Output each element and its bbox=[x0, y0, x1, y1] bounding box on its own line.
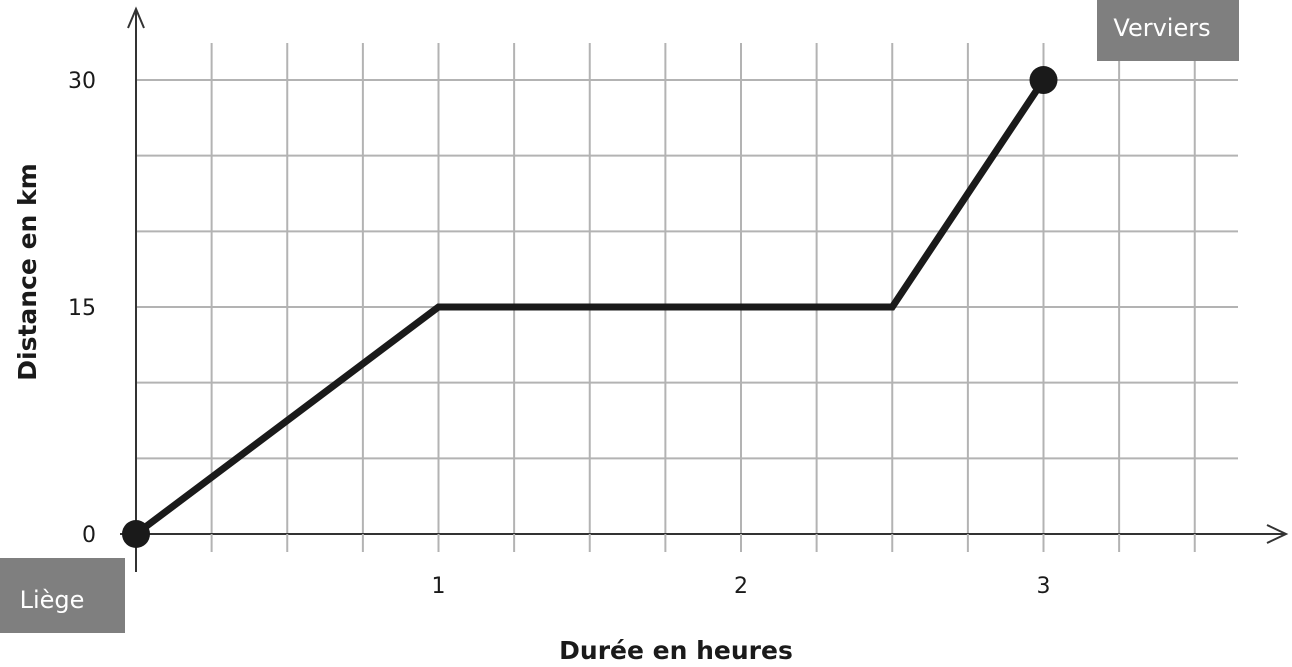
y-ticks: 0 15 30 bbox=[68, 69, 96, 548]
place-label: Liège bbox=[20, 586, 85, 614]
series-line bbox=[133, 78, 1047, 537]
y-tick-label: 15 bbox=[68, 296, 96, 321]
grid bbox=[136, 43, 1238, 534]
endpoint-dot bbox=[122, 520, 150, 548]
x-tick-label: 1 bbox=[432, 574, 446, 599]
place-label-box bbox=[1097, 0, 1239, 61]
y-axis-arrow-icon bbox=[127, 6, 145, 29]
axes bbox=[120, 6, 1289, 572]
x-ticks: 1 2 3 bbox=[210, 534, 1196, 599]
x-tick-label: 3 bbox=[1037, 574, 1051, 599]
x-axis-arrow-icon bbox=[1266, 524, 1289, 544]
y-tick-label: 30 bbox=[68, 69, 96, 94]
y-tick-label: 0 bbox=[82, 523, 96, 548]
endpoint-dot bbox=[1029, 66, 1058, 95]
x-axis-title: Durée en heures bbox=[559, 636, 793, 665]
place-label-box bbox=[0, 558, 125, 633]
x-tick-label: 2 bbox=[734, 574, 748, 599]
series bbox=[122, 66, 1058, 548]
endpoint-labels: Liège Verviers bbox=[0, 0, 1239, 633]
y-axis-title: Distance en km bbox=[13, 163, 42, 380]
place-label: Verviers bbox=[1113, 14, 1210, 42]
